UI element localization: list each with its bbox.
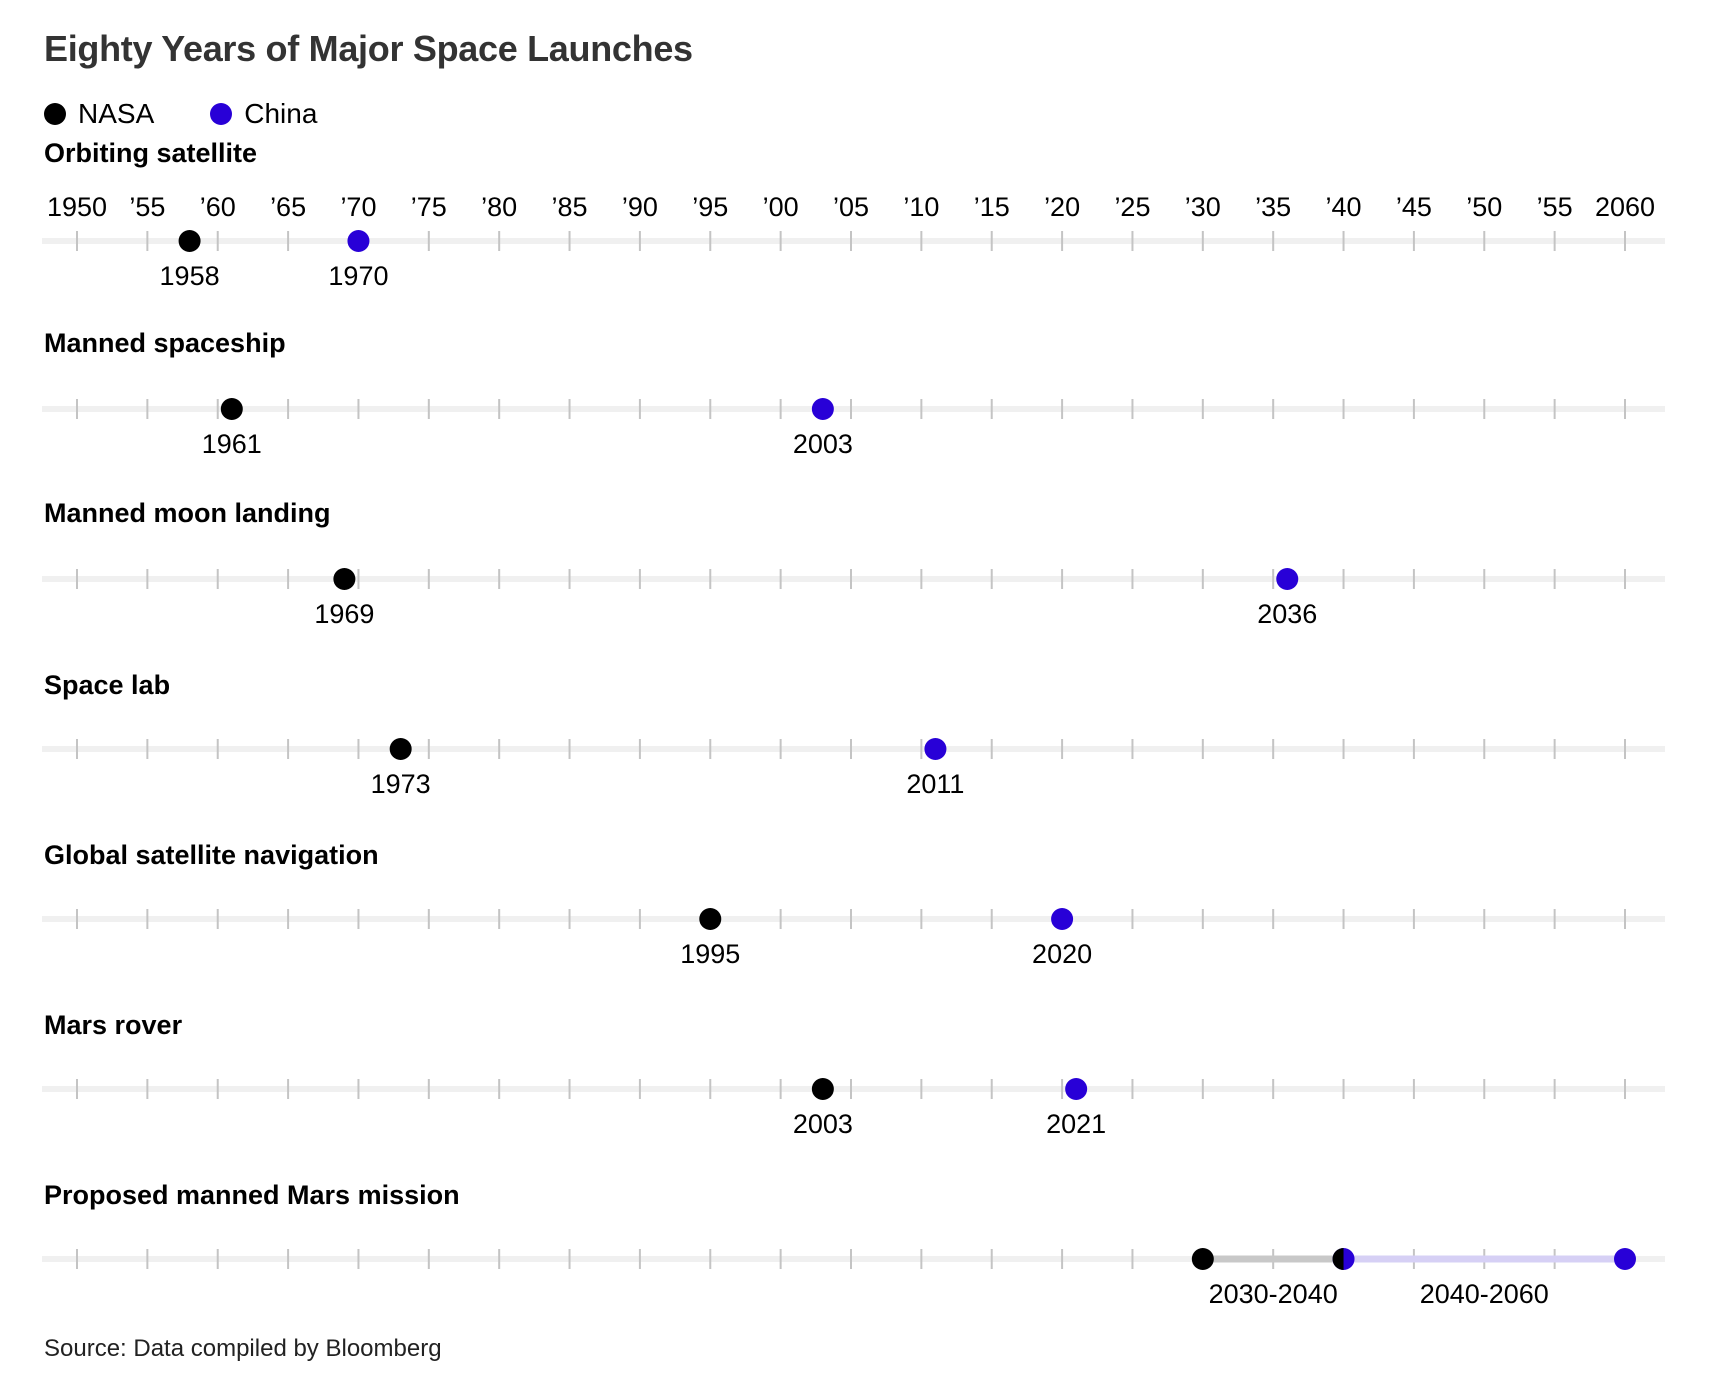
data-point-china (1065, 1078, 1088, 1100)
data-label: 1973 (371, 769, 431, 799)
data-point-china (924, 738, 947, 760)
axis-tick-label: ’05 (833, 192, 869, 222)
data-label: 2003 (793, 1109, 853, 1139)
axis-tick-label: ’95 (692, 192, 728, 222)
legend-item-china: China (210, 98, 317, 130)
range-end-point-nasa (1332, 1248, 1344, 1270)
data-label: 2021 (1046, 1109, 1106, 1139)
legend-dot-nasa (44, 103, 66, 125)
range-label: 2040-2060 (1420, 1279, 1549, 1309)
row-title: Proposed manned Mars mission (44, 1180, 460, 1210)
row-title: Global satellite navigation (44, 840, 379, 870)
legend-item-nasa: NASA (44, 98, 154, 130)
axis-tick-label: ’35 (1255, 192, 1291, 222)
axis-tick-label: ’15 (974, 192, 1010, 222)
axis-tick-label: ’50 (1466, 192, 1502, 222)
row-title: Manned moon landing (44, 498, 330, 528)
axis-tick-label: ’75 (411, 192, 447, 222)
row-title: Mars rover (44, 1010, 183, 1040)
data-label: 1970 (328, 261, 388, 291)
data-label: 2011 (906, 769, 964, 799)
axis-tick-label: ’80 (481, 192, 517, 222)
axis-tick-label: ’65 (270, 192, 306, 222)
row-title: Space lab (44, 670, 170, 700)
axis-tick-label: 2060 (1595, 192, 1655, 222)
row-title: Orbiting satellite (44, 138, 257, 168)
data-point-nasa (389, 738, 412, 760)
axis-tick-label: ’10 (903, 192, 939, 222)
axis-tick-label: ’40 (1326, 192, 1362, 222)
legend-label-nasa: NASA (78, 98, 155, 129)
axis-tick-label: ’45 (1396, 192, 1432, 222)
data-label: 1995 (680, 939, 740, 969)
axis-tick-label: ’90 (622, 192, 658, 222)
source-note: Source: Data compiled by Bloomberg (44, 1335, 442, 1362)
data-point-china (811, 398, 834, 420)
range-start-point-nasa (1191, 1248, 1214, 1270)
chart-title: Eighty Years of Major Space Launches (44, 28, 693, 69)
data-label: 1969 (314, 599, 374, 629)
axis-tick-label: ’25 (1114, 192, 1150, 222)
data-label: 2036 (1257, 599, 1317, 629)
data-point-china (1051, 908, 1074, 930)
range-label: 2030-2040 (1209, 1279, 1338, 1309)
axis-tick-label: ’55 (129, 192, 165, 222)
data-label: 2020 (1032, 939, 1092, 969)
legend-dot-china (210, 103, 233, 125)
data-point-nasa (699, 908, 722, 930)
data-point-nasa (333, 568, 356, 590)
legend: NASA China (44, 96, 373, 132)
axis-tick-label: ’30 (1185, 192, 1221, 222)
legend-label-china: China (244, 98, 318, 129)
data-point-nasa (811, 1078, 834, 1100)
data-point-nasa (220, 398, 243, 420)
data-label: 1961 (202, 429, 262, 459)
range-end-point-china (1614, 1248, 1636, 1270)
axis-tick-label: ’20 (1044, 192, 1080, 222)
axis-tick-label: ’60 (200, 192, 236, 222)
axis-tick-label: ’85 (552, 192, 588, 222)
data-label: 2003 (793, 429, 853, 459)
data-label: 1958 (160, 261, 220, 291)
axis-tick-label: ’70 (340, 192, 376, 222)
data-point-nasa (178, 230, 201, 252)
row-title: Manned spaceship (44, 328, 286, 358)
data-point-china (1276, 568, 1299, 590)
axis-tick-label: ’55 (1537, 192, 1573, 222)
axis-tick-label: ’00 (763, 192, 799, 222)
data-point-china (347, 230, 370, 252)
axis-tick-label: 1950 (47, 192, 107, 222)
